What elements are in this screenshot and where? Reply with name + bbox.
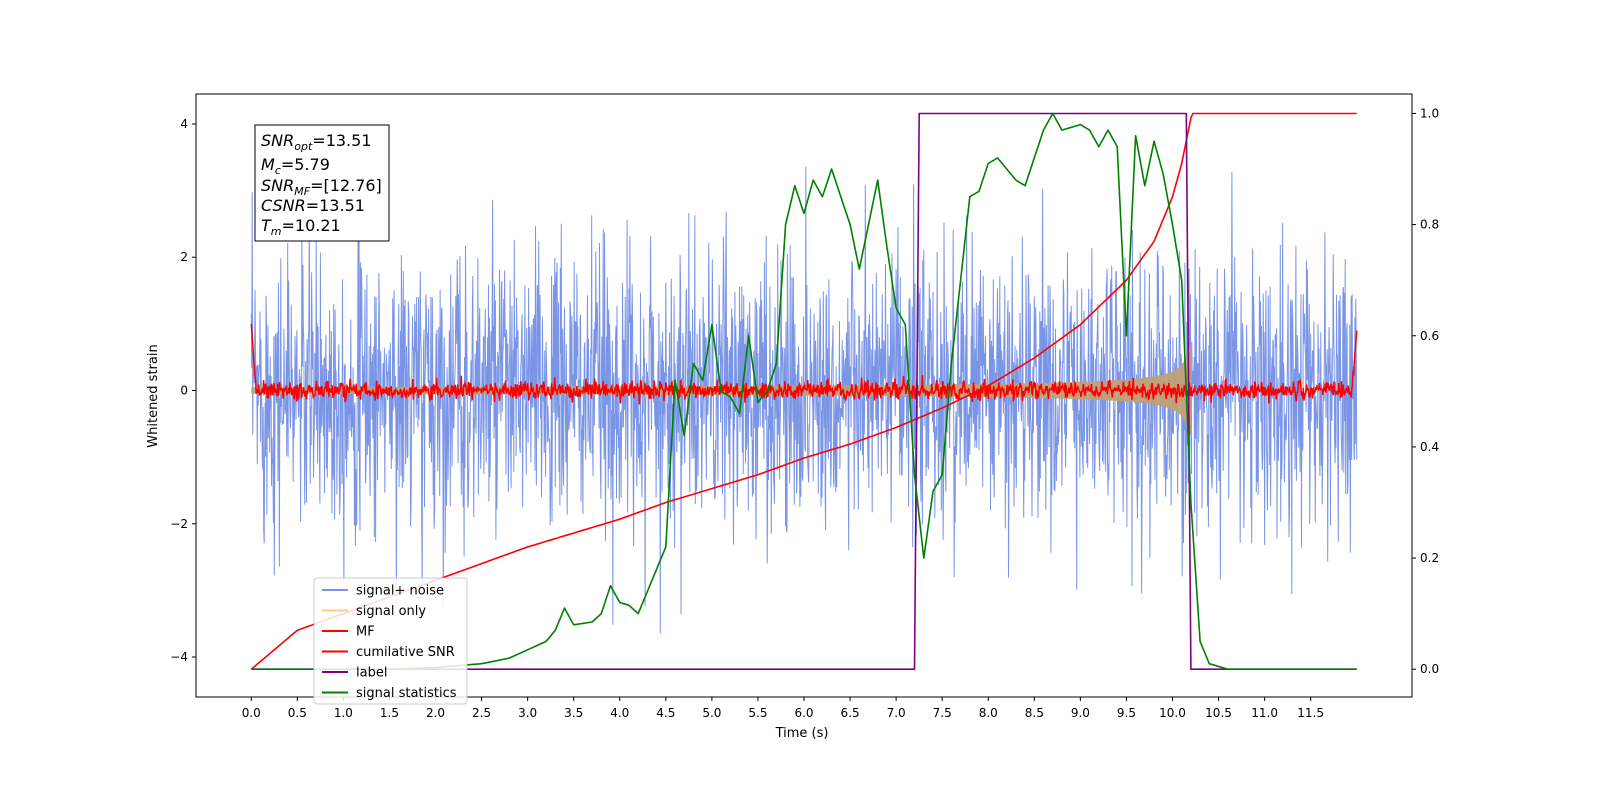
x-tick-label: 3.0	[518, 706, 537, 720]
x-tick-label: 10.5	[1205, 706, 1232, 720]
annotation-snr-mf: SNRMF=[12.76]	[261, 176, 382, 198]
x-tick-label: 5.5	[748, 706, 767, 720]
y-tick-label: 4	[180, 117, 188, 131]
x-tick-label: 10.0	[1159, 706, 1186, 720]
legend-label: cumilative SNR	[356, 645, 455, 660]
series-signal-statistics	[251, 112, 1357, 670]
annotation-csnr: CSNR=13.51	[261, 196, 365, 215]
x-tick-label: 4.5	[656, 706, 675, 720]
x-tick-label: 4.0	[610, 706, 629, 720]
y2-tick-label: 0.0	[1420, 662, 1439, 676]
annotation-box: SNRopt=13.51 Mc=5.79 SNRMF=[12.76] CSNR=…	[254, 124, 390, 242]
y-tick-label: −4	[170, 650, 188, 664]
annotation-snr-opt: SNRopt=13.51	[261, 131, 372, 153]
legend: signal+ noise signal only MF cumilative SNR…	[313, 577, 468, 705]
x-tick-label: 8.0	[979, 706, 998, 720]
y-axis-label: Whitened strain	[146, 344, 161, 447]
x-tick-label: 1.5	[380, 706, 399, 720]
y-tick-label: 0	[180, 384, 188, 398]
x-tick-label: 8.5	[1025, 706, 1044, 720]
annotation-mc: Mc=5.79	[261, 155, 330, 177]
x-tick-label: 6.5	[841, 706, 860, 720]
y2-tick-label: 0.4	[1420, 440, 1439, 454]
x-tick-label: 2.0	[426, 706, 445, 720]
x-tick-label: 11.0	[1251, 706, 1278, 720]
legend-label: signal statistics	[356, 686, 457, 701]
x-tick-label: 11.5	[1297, 706, 1324, 720]
y2-tick-label: 1.0	[1420, 106, 1439, 120]
y2-tick-label: 0.2	[1420, 551, 1439, 565]
x-axis-label: Time (s)	[775, 726, 829, 741]
legend-label: signal+ noise	[356, 584, 444, 599]
x-tick-label: 3.5	[564, 706, 583, 720]
series-mf	[250, 323, 1358, 405]
legend-label: MF	[356, 625, 375, 640]
x-tick-label: 7.0	[887, 706, 906, 720]
y-tick-label: −2	[170, 517, 188, 531]
x-tick-label: 0.0	[242, 706, 261, 720]
series-signal-noise	[250, 166, 1358, 634]
legend-label: signal only	[356, 604, 426, 619]
x-tick-label: 7.5	[933, 706, 952, 720]
x-tick-label: 9.0	[1071, 706, 1090, 720]
x-tick-label: 2.5	[472, 706, 491, 720]
y2-tick-label: 0.6	[1420, 329, 1439, 343]
x-tick-label: 0.5	[288, 706, 307, 720]
x-tick-label: 1.0	[334, 706, 353, 720]
x-tick-label: 5.0	[702, 706, 721, 720]
annotation-tm: Tm=10.21	[261, 216, 341, 238]
x-tick-label: 9.5	[1117, 706, 1136, 720]
legend-label: label	[356, 666, 387, 681]
legend-frame	[313, 577, 468, 705]
y-tick-label: 2	[180, 250, 188, 264]
x-tick-label: 6.0	[794, 706, 813, 720]
y2-tick-label: 0.8	[1420, 218, 1439, 232]
